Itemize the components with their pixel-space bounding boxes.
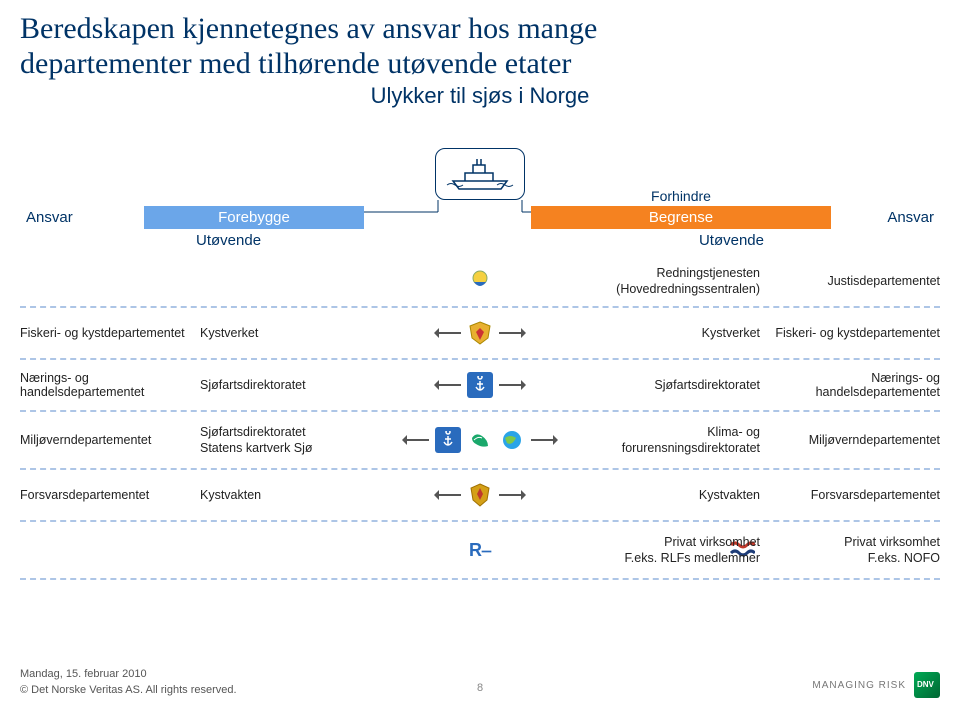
arrow-right-icon bbox=[499, 384, 525, 386]
rf-logo-icon: R⎯ bbox=[469, 537, 491, 563]
arrow-left-icon bbox=[435, 384, 461, 386]
slide-title: Beredskapen kjennetegnes av ansvar hos m… bbox=[0, 0, 960, 81]
org-rows: Redningstjenesten (Hovedredningssentrale… bbox=[20, 256, 940, 580]
header-row: Ansvar Forebygge Forhindre Begrense Ansv… bbox=[20, 206, 940, 229]
row3-e: Miljøverndepartementet bbox=[760, 433, 940, 447]
row3-d: Klima- og forurensningsdirektoratet bbox=[590, 424, 760, 457]
arrow-right-icon bbox=[499, 494, 525, 496]
forebygge-bar: Forebygge bbox=[144, 206, 364, 229]
row5-e: Privat virksomhet F.eks. NOFO bbox=[760, 534, 940, 567]
title-l1: Beredskapen kjennetegnes av ansvar hos m… bbox=[20, 12, 597, 45]
arrow-left-icon bbox=[435, 332, 461, 334]
row5-d: Privat virksomhet F.eks. RLFs medlemmer bbox=[590, 534, 760, 567]
wave-icon bbox=[467, 427, 493, 453]
shield-icon bbox=[467, 320, 493, 346]
hdr-utovende-r: Utøvende bbox=[699, 232, 764, 249]
row2-b: Sjøfartsdirektoratet bbox=[200, 378, 350, 392]
row4-a: Forsvarsdepartementet bbox=[20, 488, 200, 502]
page-number: 8 bbox=[477, 682, 483, 694]
dnv-logo-icon bbox=[914, 672, 940, 698]
table-row: Forsvarsdepartementet Kystvakten Kystvak… bbox=[20, 470, 940, 522]
table-row: Redningstjenesten (Hovedredningssentrale… bbox=[20, 256, 940, 308]
row3-b: Sjøfartsdirektoratet Statens kartverk Sj… bbox=[200, 424, 350, 457]
anchor-icon bbox=[467, 372, 493, 398]
begrense-bar: Begrense bbox=[531, 206, 831, 229]
row0-icons bbox=[467, 268, 493, 294]
row1-d: Kystverket bbox=[590, 326, 760, 340]
row0-e: Justisdepartementet bbox=[760, 274, 940, 288]
row1-b: Kystverket bbox=[200, 326, 350, 340]
arrow-left-icon bbox=[435, 494, 461, 496]
table-row: Fiskeri- og kystdepartementet Kystverket… bbox=[20, 308, 940, 360]
crest-icon bbox=[467, 268, 493, 294]
hdr-utovende-l: Utøvende bbox=[196, 232, 261, 249]
slide-subtitle: Ulykker til sjøs i Norge bbox=[0, 83, 960, 109]
row2-e: Nærings- og handelsdepartementet bbox=[755, 371, 940, 399]
row1-a: Fiskeri- og kystdepartementet bbox=[20, 326, 200, 340]
title-l2: departementer med tilhørende utøvende et… bbox=[20, 47, 571, 80]
row0-d: Redningstjenesten (Hovedredningssentrale… bbox=[590, 265, 760, 298]
table-row: Miljøverndepartementet Sjøfartsdirektora… bbox=[20, 412, 940, 470]
row4-e: Forsvarsdepartementet bbox=[760, 488, 940, 502]
footer-date: Mandag, 15. februar 2010 bbox=[20, 667, 237, 682]
managing-risk-text: MANAGING RISK bbox=[812, 680, 906, 691]
row3-a: Miljøverndepartementet bbox=[20, 433, 200, 447]
anchor-icon bbox=[435, 427, 461, 453]
coat-of-arms-icon bbox=[467, 482, 493, 508]
footer-copyright: © Det Norske Veritas AS. All rights rese… bbox=[20, 683, 237, 698]
arrow-right-icon bbox=[499, 332, 525, 334]
globe-icon bbox=[499, 427, 525, 453]
row2-d: Sjøfartsdirektoratet bbox=[590, 378, 760, 392]
table-row: R⎯ Privat virksomhet F.eks. RLFs medlemm… bbox=[20, 522, 940, 580]
ship-icon bbox=[435, 148, 525, 200]
forhindre-label: Forhindre bbox=[531, 188, 831, 204]
arrow-right-icon bbox=[531, 439, 557, 441]
row1-e: Fiskeri- og kystdepartementet bbox=[760, 326, 940, 340]
row2-a: Nærings- og handelsdepartementet bbox=[20, 371, 205, 399]
table-row: Nærings- og handelsdepartementet Sjøfart… bbox=[20, 360, 940, 412]
arrow-left-icon bbox=[403, 439, 429, 441]
row4-d: Kystvakten bbox=[590, 488, 760, 502]
row4-b: Kystvakten bbox=[200, 488, 350, 502]
